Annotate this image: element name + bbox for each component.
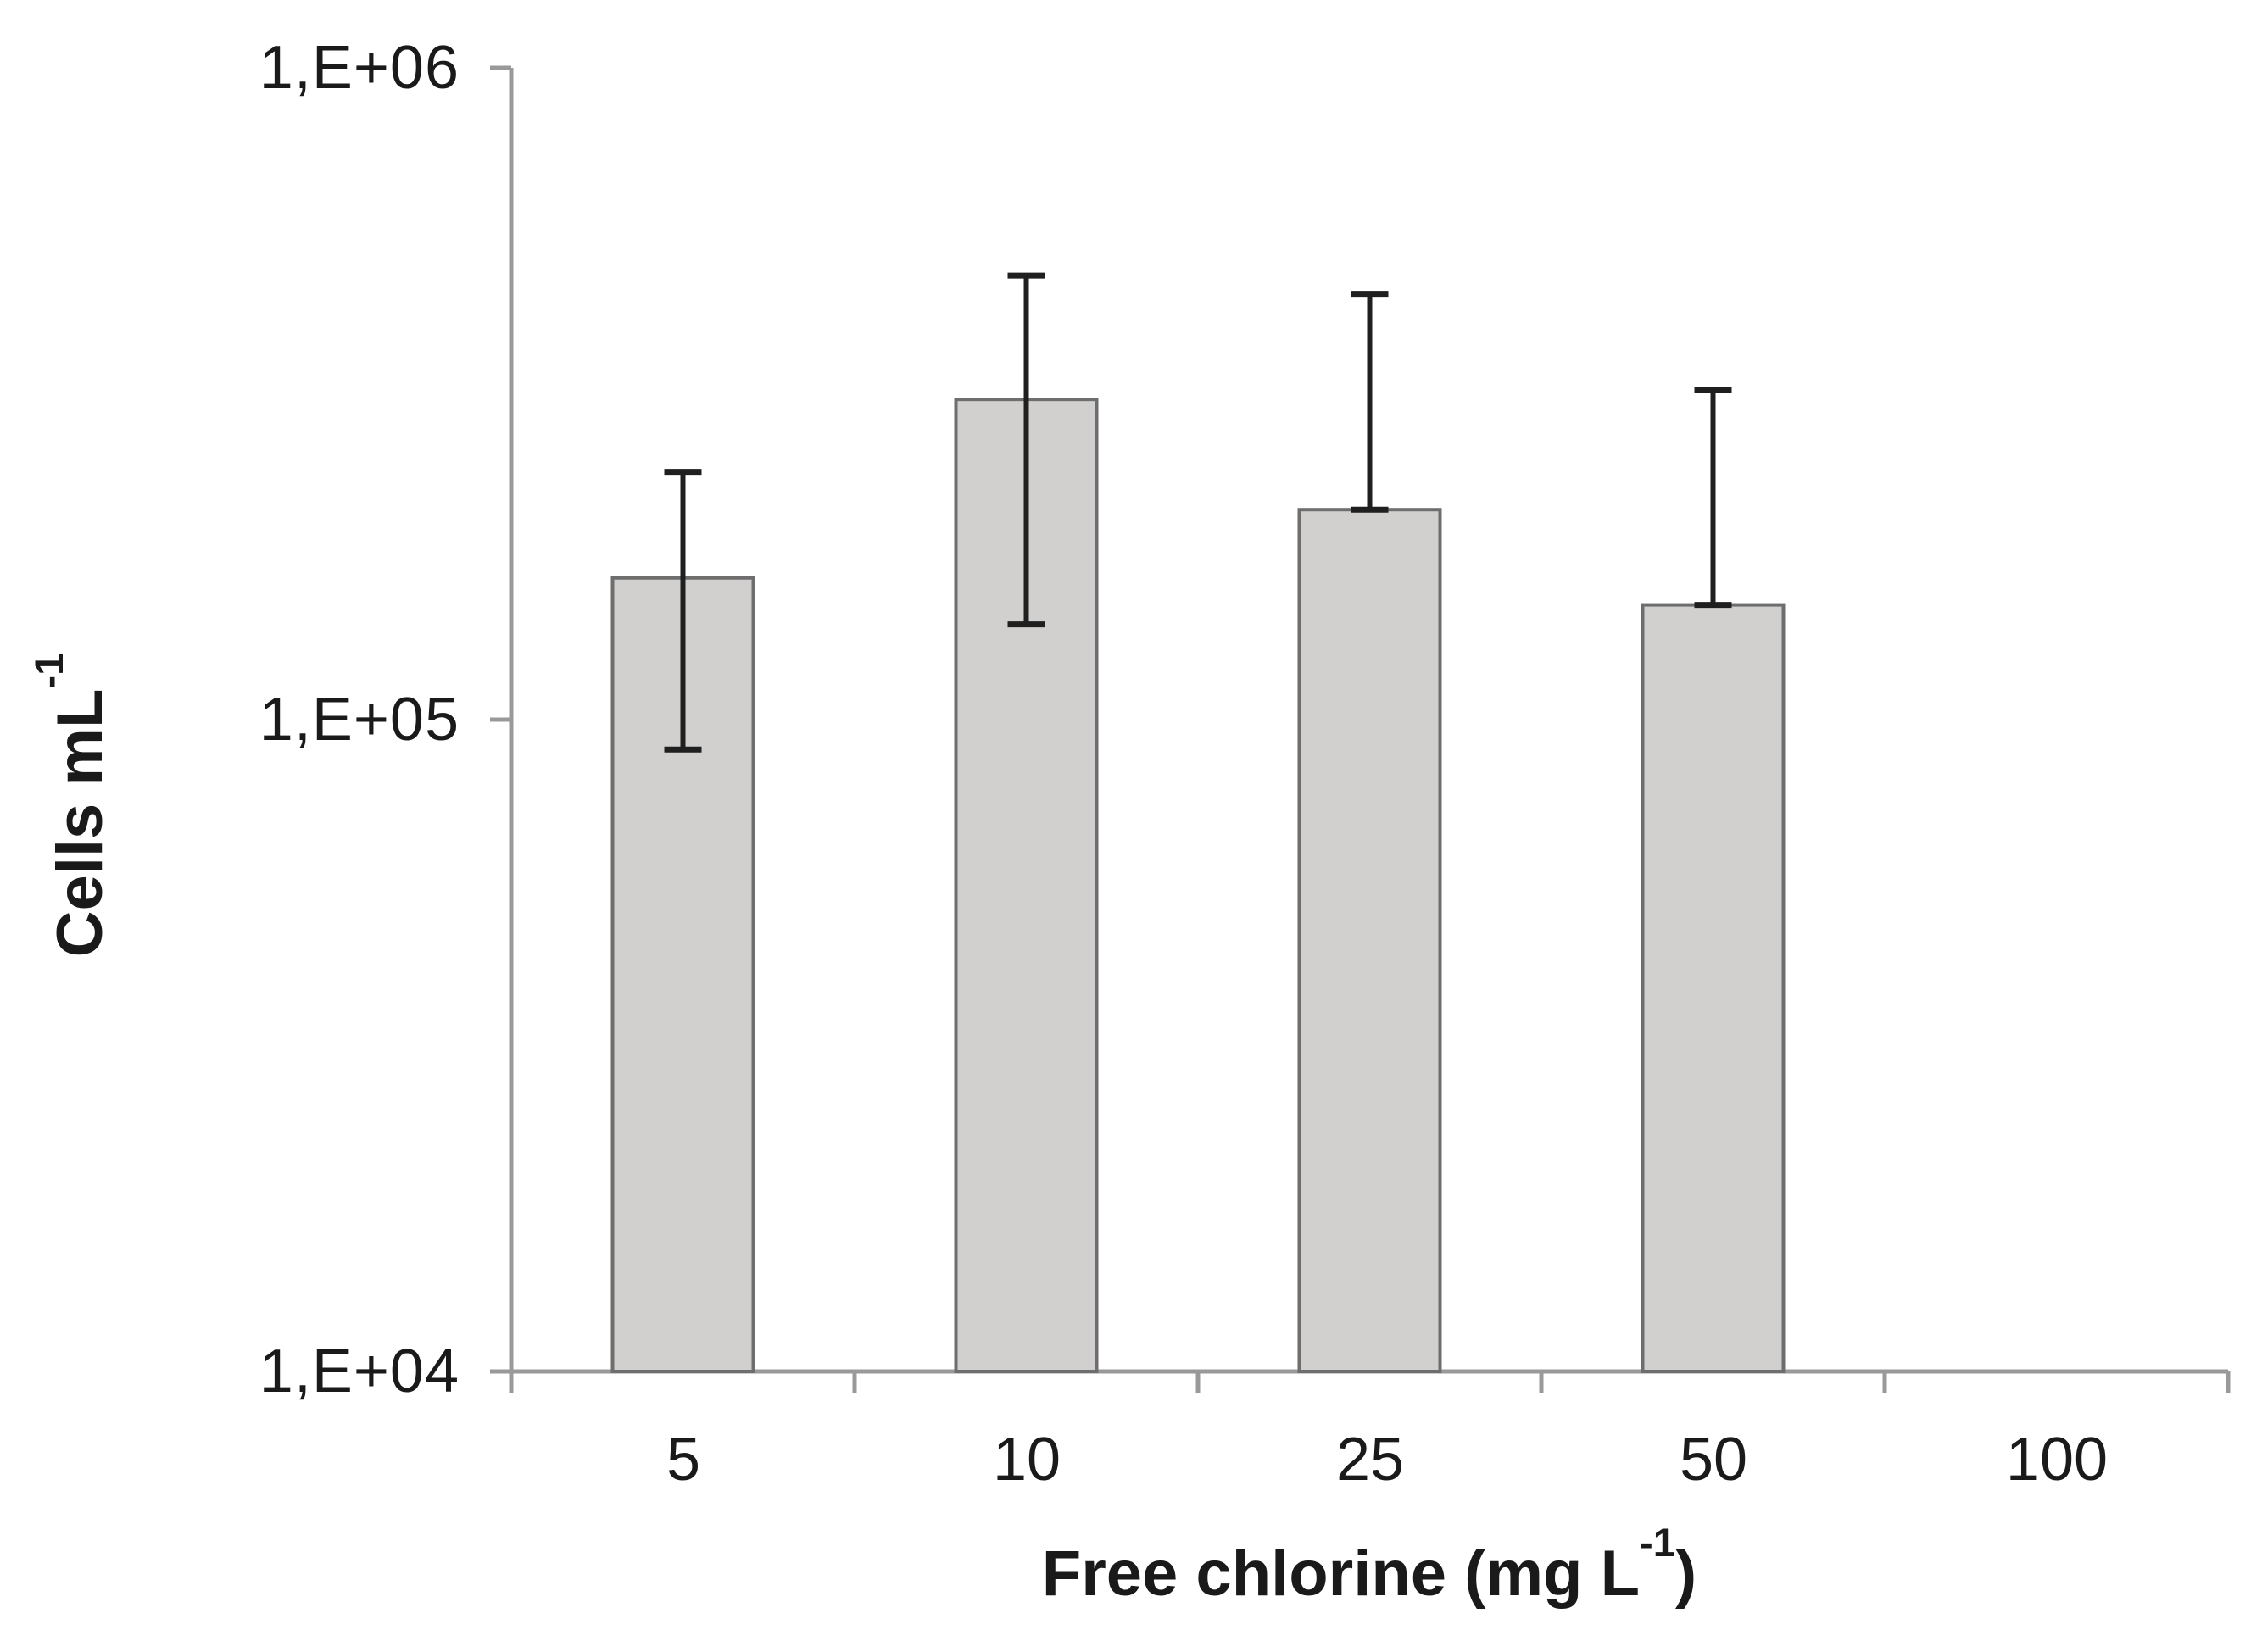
- x-axis-tick-label: 50: [1679, 1426, 1748, 1493]
- y-axis-title-superscript: -1: [25, 653, 71, 689]
- x-axis-tick-label: 100: [2005, 1426, 2109, 1493]
- x-axis-title-close: ): [1674, 1538, 1697, 1610]
- y-axis-tick-label: 1,E+05: [259, 686, 460, 754]
- y-axis-title-text: Cells mL: [44, 688, 116, 958]
- y-axis-title: Cells mL-1: [26, 551, 116, 1060]
- x-axis-tick-label: 5: [666, 1426, 701, 1493]
- x-axis-title: Free chlorine (mg L-1): [1030, 1522, 1708, 1606]
- x-axis-title-text: Free chlorine (mg L: [1041, 1538, 1641, 1610]
- x-axis-title-superscript: -1: [1640, 1519, 1675, 1565]
- y-axis-tick-label: 1,E+04: [259, 1338, 460, 1405]
- bar: [1641, 603, 1786, 1373]
- x-axis-tick-label: 25: [1335, 1426, 1405, 1493]
- bar: [1297, 508, 1442, 1373]
- x-axis-tick-label: 10: [992, 1426, 1061, 1493]
- y-axis-tick-label: 1,E+06: [259, 34, 460, 102]
